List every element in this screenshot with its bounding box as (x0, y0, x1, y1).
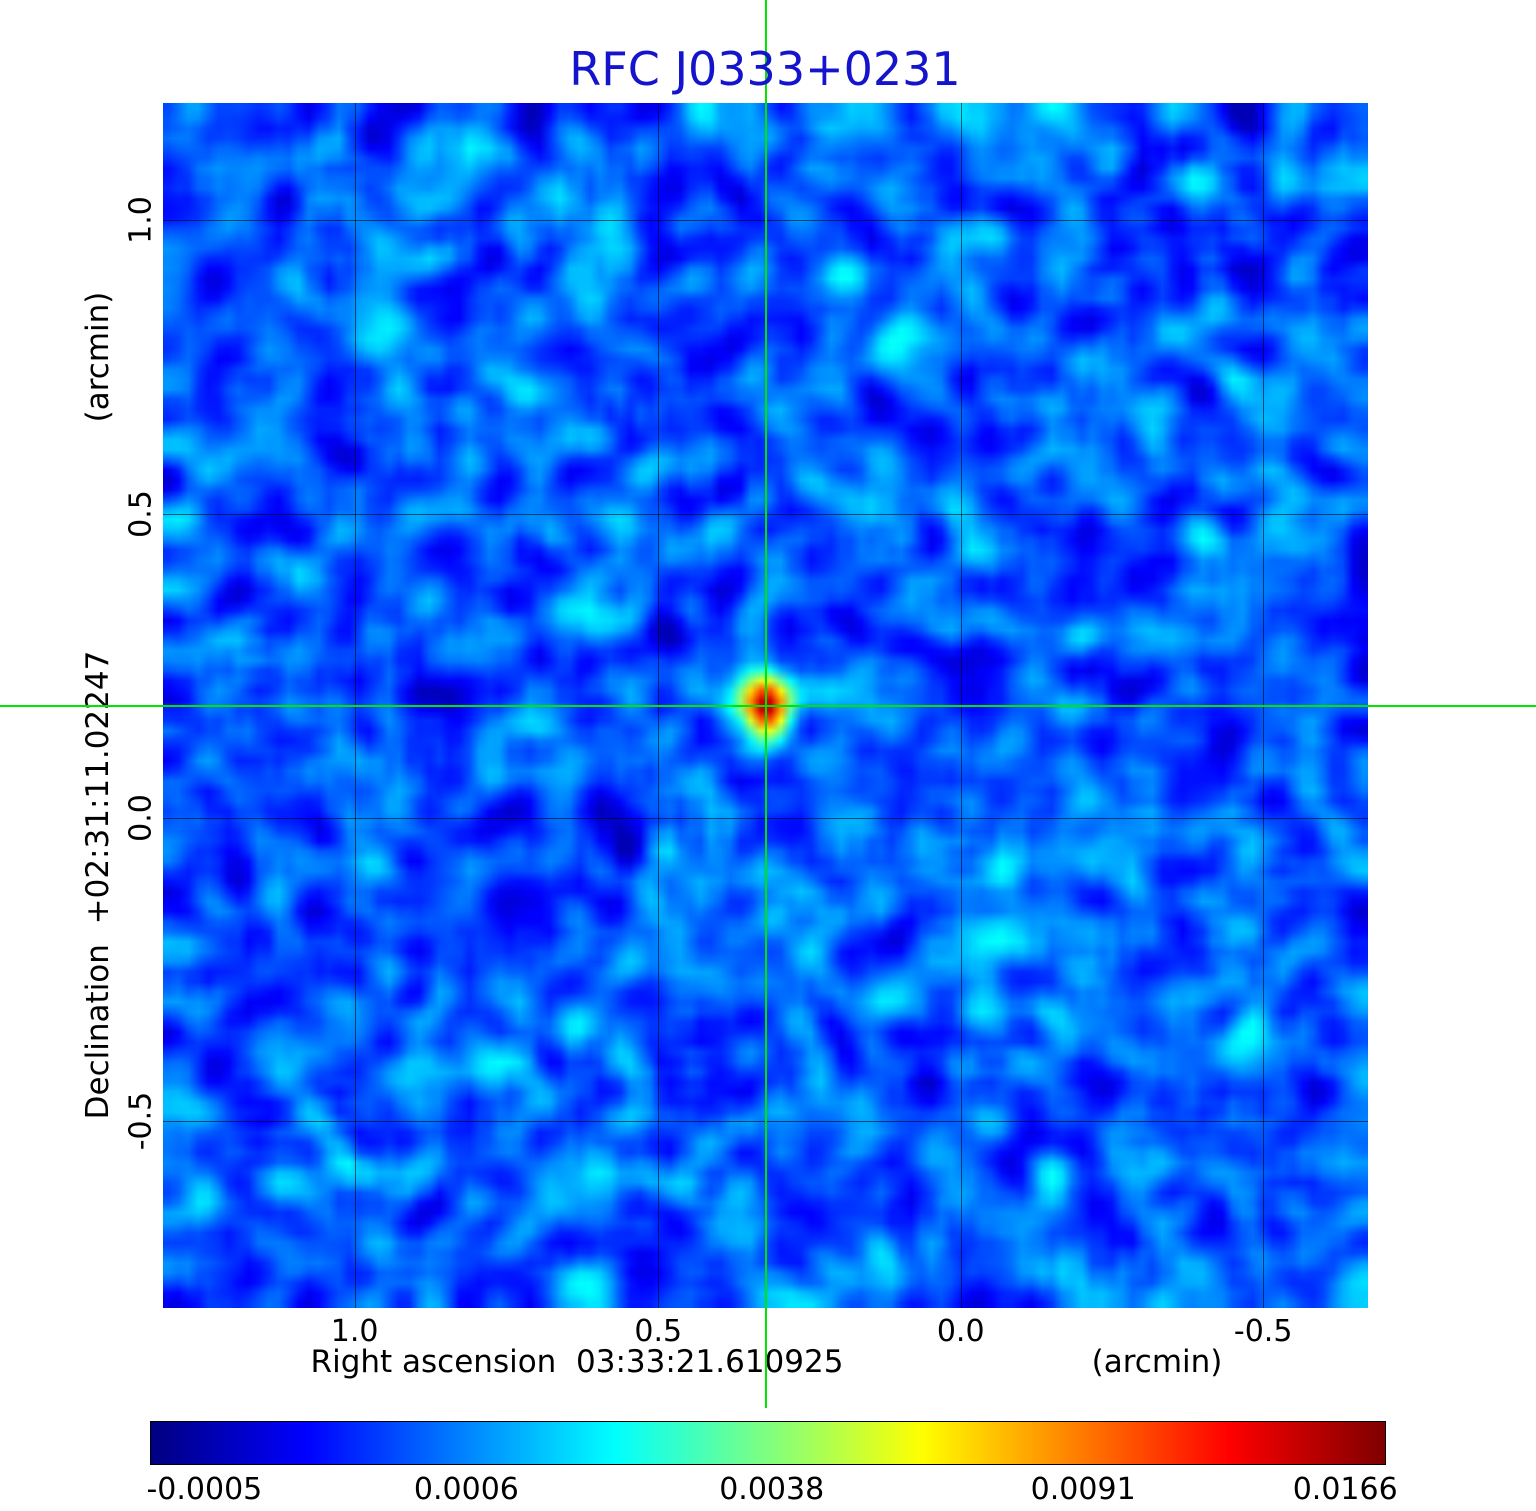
x-tick-label: 0.0 (936, 1314, 985, 1349)
colorbar-tick-label: 0.0166 (1292, 1472, 1398, 1507)
y-tick-label: -0.5 (123, 1091, 159, 1151)
figure-title: RFC J0333+0231 (569, 42, 961, 96)
y-axis-label: Declination +02:31:11.02247 (80, 650, 116, 1120)
crosshair-vertical-line (764, 0, 767, 1408)
x-axis-unit: (arcmin) (1091, 1344, 1223, 1380)
colorbar-tick-label: 0.0038 (719, 1472, 825, 1507)
crosshair-horizontal-line (0, 704, 1536, 707)
colorbar-tick-label: 0.0091 (1030, 1472, 1136, 1507)
y-axis-unit: (arcmin) (80, 291, 116, 423)
colorbar-gradient-canvas (151, 1422, 1385, 1464)
y-tick-label: 1.0 (123, 196, 159, 244)
colorbar (150, 1421, 1386, 1465)
x-tick-label: -0.5 (1233, 1314, 1293, 1349)
colorbar-tick-label: 0.0006 (413, 1472, 519, 1507)
y-tick-label: 0.0 (123, 793, 159, 842)
y-tick-label: 0.5 (123, 490, 159, 538)
x-axis-label: Right ascension 03:33:21.610925 (310, 1344, 844, 1380)
colorbar-tick-label: -0.0005 (146, 1472, 263, 1507)
